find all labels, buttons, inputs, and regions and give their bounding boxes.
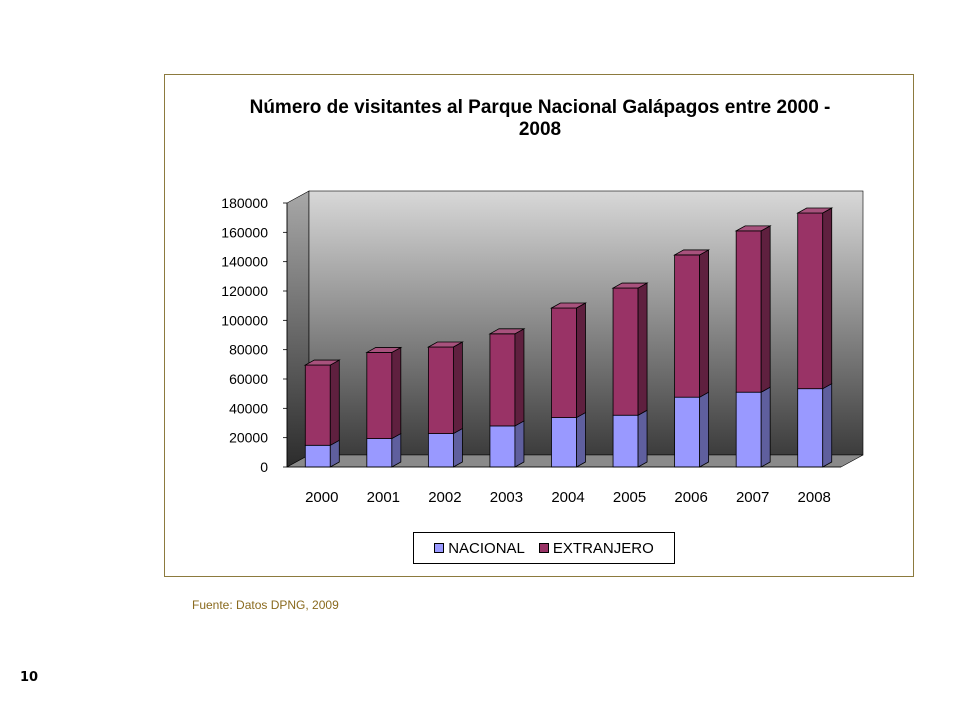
legend-label-extranjero: EXTRANJERO bbox=[552, 539, 654, 557]
bar-side bbox=[699, 249, 710, 398]
chart-title: Número de visitantes al Parque Nacional … bbox=[249, 97, 831, 140]
bar-top bbox=[673, 249, 711, 256]
bar-extranjero-2002 bbox=[426, 341, 464, 435]
bar-front bbox=[674, 396, 701, 468]
bar-front bbox=[612, 414, 639, 468]
bar-front bbox=[551, 417, 577, 468]
chart-plot: 0 20000 40000 60000 80000 100000 120000 140000 1… bbox=[221, 190, 864, 506]
y-tick-label: 20000 bbox=[229, 430, 268, 446]
bar-front bbox=[735, 391, 762, 468]
bar-top bbox=[549, 302, 588, 309]
bar-nacional-2008 bbox=[797, 383, 833, 468]
bar-front bbox=[551, 307, 577, 418]
bar-side bbox=[822, 207, 833, 390]
bar-nacional-2000 bbox=[304, 439, 340, 468]
bar-nacional-2002 bbox=[427, 427, 463, 468]
bar-side bbox=[576, 302, 586, 419]
bar-extranjero-2000 bbox=[303, 359, 341, 446]
bar-front bbox=[612, 287, 639, 416]
bar-extranjero-2008 bbox=[796, 207, 834, 390]
bar-extranjero-2004 bbox=[549, 302, 588, 419]
x-tick-label: 2000 bbox=[305, 489, 338, 506]
bar-nacional-2003 bbox=[489, 420, 525, 468]
x-tick-label: 2003 bbox=[490, 489, 523, 506]
chart-frame: 0 20000 40000 60000 80000 100000 120000 140000 1… bbox=[164, 74, 914, 577]
bar-side bbox=[452, 341, 463, 435]
bar-front bbox=[427, 433, 454, 468]
x-tick-label: 2008 bbox=[798, 489, 831, 506]
bar-front bbox=[489, 425, 516, 468]
source-note: Fuente: Datos DPNG, 2009 bbox=[192, 598, 339, 612]
bar-front bbox=[489, 333, 516, 427]
y-tick-label: 40000 bbox=[229, 400, 268, 416]
bar-side bbox=[822, 383, 833, 468]
bar-side bbox=[329, 359, 340, 446]
x-tick-label: 2001 bbox=[367, 489, 400, 506]
bar-top bbox=[303, 359, 341, 366]
legend-swatch-extranjero bbox=[538, 543, 549, 553]
bar-side bbox=[760, 225, 771, 393]
legend-label-nacional: NACIONAL bbox=[448, 539, 525, 557]
bar-extranjero-2001 bbox=[365, 346, 403, 440]
bar-front bbox=[366, 438, 393, 468]
legend-item-nacional: NACIONAL bbox=[434, 540, 525, 557]
x-tick-label: 2004 bbox=[551, 489, 584, 506]
bar-front bbox=[797, 212, 824, 390]
bar-side bbox=[637, 409, 648, 468]
legend: NACIONAL EXTRANJERO bbox=[413, 532, 675, 564]
y-tick-label: 140000 bbox=[221, 254, 268, 270]
bar-top bbox=[426, 341, 464, 348]
bar-front bbox=[674, 254, 701, 398]
bar-extranjero-2007 bbox=[734, 225, 772, 393]
y-tick-label: 160000 bbox=[221, 224, 268, 240]
bar-top bbox=[365, 347, 403, 353]
y-tick-label: 0 bbox=[260, 459, 268, 475]
bar-side bbox=[576, 411, 586, 468]
legend-item-extranjero: EXTRANJERO bbox=[538, 539, 654, 557]
y-tick-label: 60000 bbox=[229, 371, 268, 387]
bar-side bbox=[514, 420, 525, 468]
bar-top bbox=[796, 207, 834, 214]
x-tick-label: 2006 bbox=[674, 489, 707, 506]
y-tick-label: 100000 bbox=[221, 312, 268, 328]
bar-top bbox=[611, 282, 649, 289]
y-tick-label: 120000 bbox=[221, 283, 268, 299]
bar-front bbox=[304, 444, 331, 468]
y-tick-label: 180000 bbox=[221, 195, 268, 211]
x-tick-label: 2005 bbox=[613, 489, 646, 506]
page-number: 10 bbox=[20, 670, 39, 685]
bar-extranjero-2005 bbox=[611, 282, 649, 416]
bar-side bbox=[452, 427, 463, 468]
bar-extranjero-2006 bbox=[673, 249, 711, 398]
bar-front bbox=[797, 388, 824, 468]
bar-front bbox=[304, 364, 331, 446]
x-tick-label: 2002 bbox=[428, 489, 461, 506]
y-tick-label: 80000 bbox=[229, 342, 268, 358]
bar-nacional-2004 bbox=[551, 411, 586, 468]
bar-front bbox=[366, 352, 393, 439]
x-tick-label: 2007 bbox=[736, 489, 769, 506]
bar-side bbox=[760, 386, 771, 468]
bar-top bbox=[734, 225, 772, 232]
bar-side bbox=[514, 328, 525, 427]
bar-side bbox=[699, 391, 710, 468]
bar-front bbox=[427, 346, 454, 434]
bar-nacional-2006 bbox=[674, 391, 710, 468]
bar-side bbox=[391, 346, 402, 440]
bar-side bbox=[391, 432, 402, 468]
bar-nacional-2007 bbox=[735, 386, 771, 468]
bar-nacional-2005 bbox=[612, 409, 648, 468]
bar-front bbox=[735, 230, 762, 393]
bar-nacional-2001 bbox=[366, 432, 402, 468]
back-wall bbox=[308, 190, 864, 456]
legend-swatch-nacional bbox=[434, 543, 445, 553]
bar-side bbox=[637, 282, 648, 416]
bar-top bbox=[488, 328, 526, 335]
bar-extranjero-2003 bbox=[488, 328, 526, 427]
